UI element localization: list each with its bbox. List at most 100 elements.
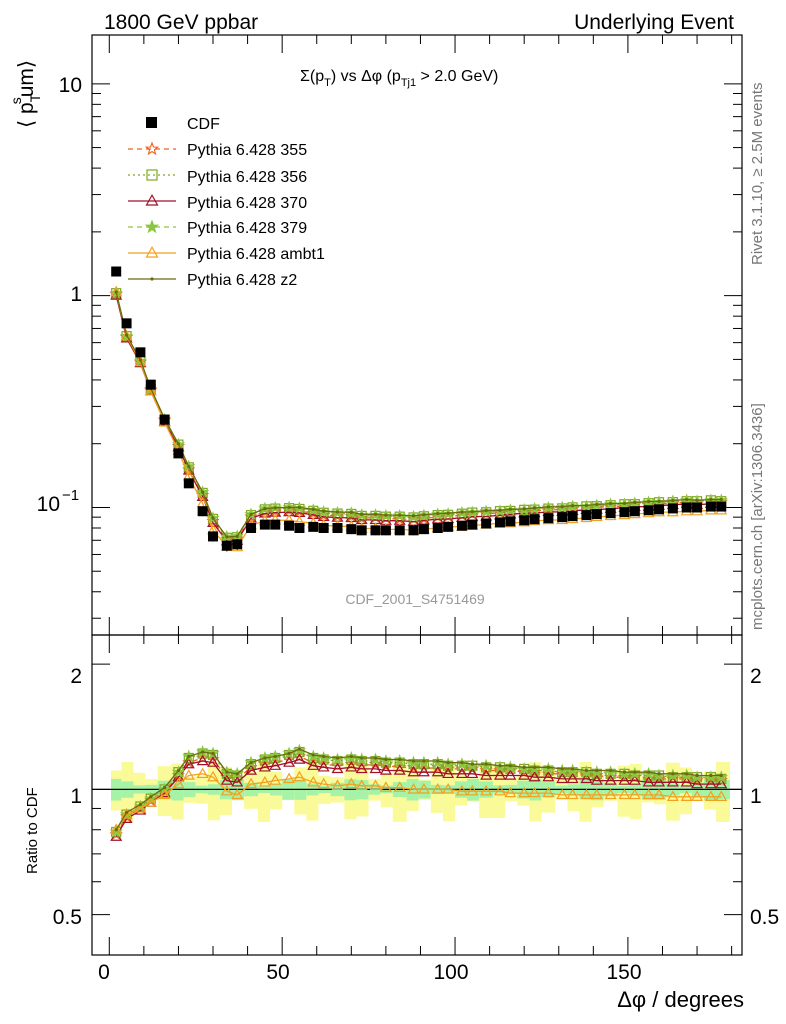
ratio-point [322, 754, 326, 759]
ratio-point [369, 779, 382, 791]
ratio-point [504, 786, 517, 798]
ratio-point [494, 769, 506, 780]
ratio-point [195, 751, 210, 764]
ratio-point [379, 781, 392, 792]
ratio-point [114, 828, 118, 832]
ratio-point [263, 756, 267, 760]
ratio-point [455, 784, 468, 796]
ratio-point [715, 790, 728, 801]
ytick-label-0.1: 10 [37, 493, 60, 516]
ratio-point [498, 764, 502, 768]
legend-symbol [145, 246, 159, 258]
ratio-point [653, 788, 665, 800]
ratio-point [307, 775, 320, 787]
cdf-point [456, 520, 467, 531]
ratio-point [422, 759, 426, 763]
ratio-point [268, 755, 282, 769]
cdf-point [308, 521, 319, 532]
series-point [134, 355, 147, 367]
ratio-point [709, 773, 713, 778]
legend-symbol [144, 219, 160, 234]
ratio-point [316, 757, 331, 770]
cdf-point [529, 514, 540, 525]
ratio-frame [91, 634, 743, 956]
cdf-point [159, 414, 170, 425]
cdf-point [173, 448, 184, 459]
ratio-point [196, 767, 209, 779]
ratio-point [622, 770, 627, 774]
ratio-point [110, 823, 123, 834]
series-point [287, 505, 291, 510]
ratio-point [431, 783, 444, 794]
cdf-point [519, 515, 530, 526]
cdf-point [543, 513, 554, 524]
legend-label-cdf: CDF [187, 116, 220, 133]
series-cdf [111, 266, 727, 552]
ratio-point [407, 783, 420, 794]
ratio-point [355, 762, 368, 774]
series-point [584, 503, 589, 508]
ratio-point [269, 759, 282, 770]
legend-marker-370 [128, 194, 176, 206]
legend-entry-370: Pythia 6.428 370 [128, 194, 307, 212]
series-point [685, 497, 689, 502]
ratio-point [653, 775, 665, 787]
ratio-point [231, 775, 244, 787]
series-point [263, 507, 267, 511]
series-point [398, 513, 402, 517]
legend-label-356: Pythia 6.428 356 [187, 169, 307, 186]
series-point [609, 501, 613, 506]
ratio-point [595, 768, 599, 773]
cdf-point [380, 525, 391, 536]
ratio-ytick-label-1-right: 1 [750, 785, 762, 808]
series-point [498, 508, 502, 512]
ratio-point [431, 765, 444, 777]
ratio-point [417, 783, 430, 794]
ratio-point [249, 760, 253, 765]
ratio-point [207, 756, 219, 767]
ratio-ytick-label-0.5-left: 0.5 [53, 906, 82, 929]
ratio-point [542, 786, 555, 798]
ratio-point [269, 774, 282, 785]
series-point [373, 512, 378, 516]
ratio-point [685, 772, 689, 776]
ratio-point [176, 768, 181, 773]
series-point [176, 442, 181, 446]
legend-entry-379: Pythia 6.428 379 [128, 219, 307, 237]
ratio-point [508, 764, 512, 768]
series-point [249, 512, 253, 516]
series-point [124, 333, 129, 337]
ratio-point [494, 784, 506, 796]
legend-marker-356 [128, 169, 176, 181]
ratio-point [283, 772, 296, 784]
ratio-point [220, 784, 233, 796]
cdf-point [619, 507, 630, 518]
ratio-y-axis-title: Ratio to CDF [24, 787, 41, 874]
ratio-point [647, 770, 651, 774]
ratio-point [201, 750, 205, 754]
ratio-point [407, 765, 420, 777]
series-point [570, 504, 575, 508]
cdf-point [408, 525, 419, 536]
rivet-label: Rivet 3.1.10, ≥ 2.5M events [749, 83, 766, 266]
legend-symbol [150, 277, 154, 281]
ratio-ytick-label-2-left: 2 [70, 665, 82, 688]
series-point [211, 516, 215, 520]
ratio-point [609, 768, 613, 773]
cdf-point [667, 503, 678, 514]
ratio-point [431, 760, 445, 773]
ratio-point [517, 765, 531, 778]
legend-label-z2: Pythia 6.428 z2 [187, 272, 297, 289]
ratio-point [345, 777, 358, 789]
ratio-point [628, 788, 641, 800]
series-point [560, 505, 564, 509]
ratio-point [704, 790, 717, 801]
cdf-point [681, 502, 692, 513]
ratio-axis-ticks [92, 635, 742, 955]
cdf-point [567, 511, 578, 522]
series-point [335, 510, 340, 514]
ratio-point [384, 757, 388, 762]
cdf-point [581, 510, 592, 521]
mcplots-label: mcplots.cern.ch [arXiv:1306.3436] [749, 403, 766, 630]
